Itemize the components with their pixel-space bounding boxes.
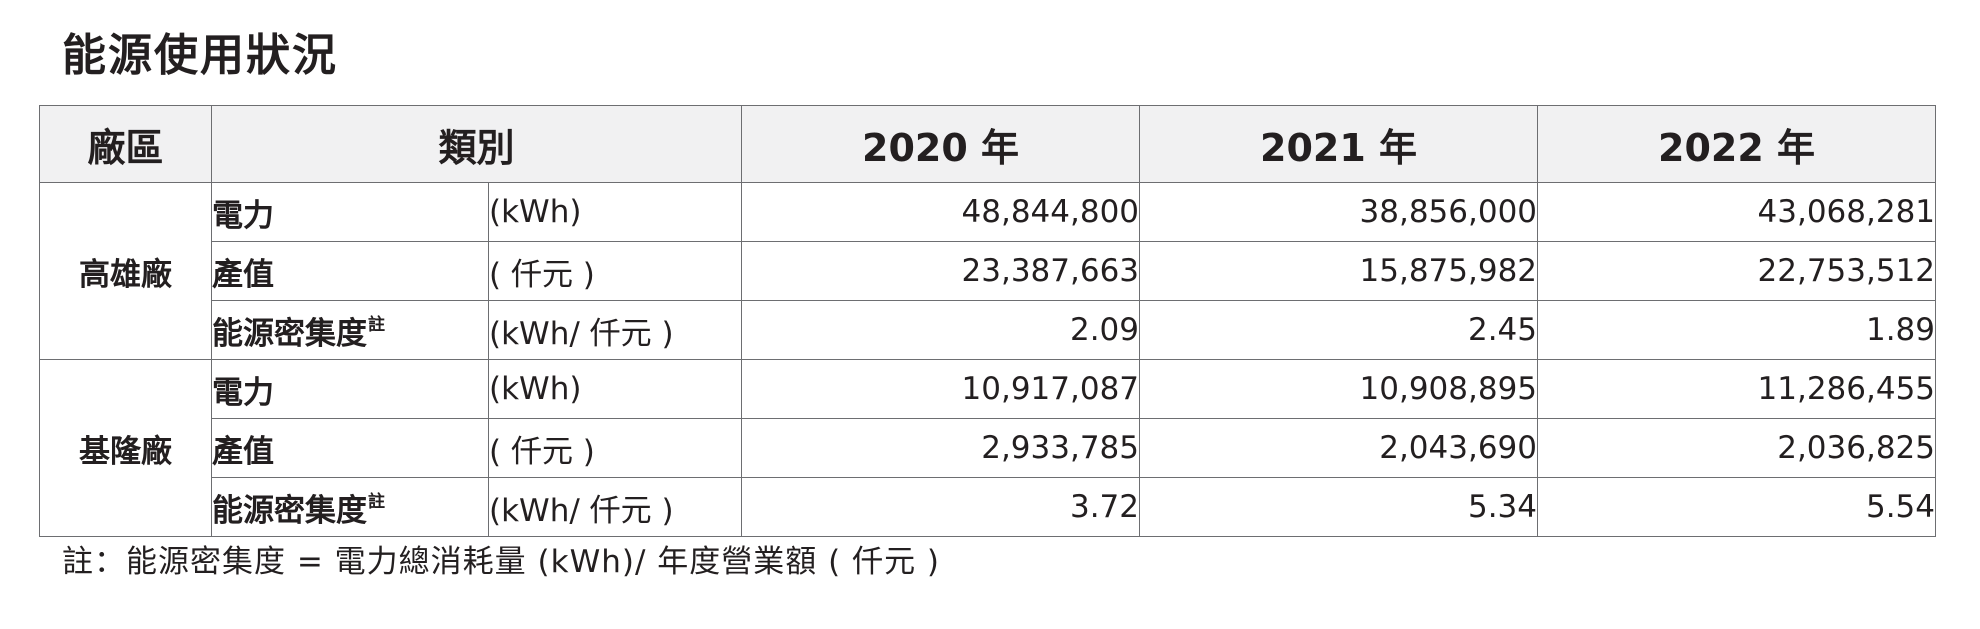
table-row: 能源密集度註 (kWh/ 仟元 ) 3.72 5.34 5.54 [40,477,1937,537]
table-row: 產值 ( 仟元 ) 2,933,785 2,043,690 2,036,825 [40,418,1937,478]
category-label: 電力 [212,197,274,234]
footnote: 註：能源密集度 = 電力總消耗量 (kWh)/ 年度營業額 ( 仟元 ) [62,544,941,580]
value-2020: 3.72 [741,477,1141,537]
value-2022: 43,068,281 [1537,182,1937,242]
table-row: 高雄廠 電力 (kWh) 48,844,800 38,856,000 43,06… [39,182,1937,360]
unit-label: ( 仟元 ) [487,418,743,478]
category-label: 能源密集度 [212,315,367,352]
value-2022: 22,753,512 [1537,241,1937,301]
value-2020: 23,387,663 [741,241,1141,301]
table-row: 基隆廠 電力 (kWh) 10,917,087 10,908,895 11,28… [39,359,1937,537]
table-row: 產值 ( 仟元 ) 23,387,663 15,875,982 22,753,5… [40,241,1937,301]
value-2021: 5.34 [1139,477,1539,537]
value-2021: 2,043,690 [1139,418,1539,478]
unit-label: ( 仟元 ) [487,241,743,301]
footnote-marker: 註 [368,491,385,512]
factory-name: 高雄廠 [39,182,212,360]
category-label: 能源密集度 [212,492,367,529]
category-label: 產值 [212,433,274,470]
value-2022: 1.89 [1537,300,1937,360]
factory-name: 基隆廠 [39,359,212,537]
energy-usage-table: 廠區 類別 2020 年 2021 年 2022 年 高雄廠 電力 (kWh) … [39,105,1937,537]
table-header-row: 廠區 類別 2020 年 2021 年 2022 年 [39,105,1937,183]
unit-label: (kWh) [487,359,743,419]
header-year-2022: 2022 年 [1537,105,1937,183]
category-label: 產值 [212,256,274,293]
value-2020: 2.09 [741,300,1141,360]
category-label: 電力 [212,374,274,411]
value-2021: 2.45 [1139,300,1539,360]
value-2020: 48,844,800 [741,182,1141,242]
table-row: 能源密集度註 (kWh/ 仟元 ) 2.09 2.45 1.89 [40,300,1937,360]
unit-label: (kWh/ 仟元 ) [487,477,743,537]
value-2022: 11,286,455 [1537,359,1937,419]
value-2020: 2,933,785 [741,418,1141,478]
footnote-marker: 註 [368,314,385,335]
value-2020: 10,917,087 [741,359,1141,419]
header-category: 類別 [210,105,743,183]
value-2021: 38,856,000 [1139,182,1539,242]
value-2022: 5.54 [1537,477,1937,537]
unit-label: (kWh/ 仟元 ) [487,300,743,360]
unit-label: (kWh) [487,182,743,242]
value-2022: 2,036,825 [1537,418,1937,478]
header-year-2020: 2020 年 [741,105,1141,183]
value-2021: 15,875,982 [1139,241,1539,301]
header-year-2021: 2021 年 [1139,105,1539,183]
page-title: 能源使用狀況 [62,30,338,81]
header-factory: 廠區 [39,105,212,183]
value-2021: 10,908,895 [1139,359,1539,419]
